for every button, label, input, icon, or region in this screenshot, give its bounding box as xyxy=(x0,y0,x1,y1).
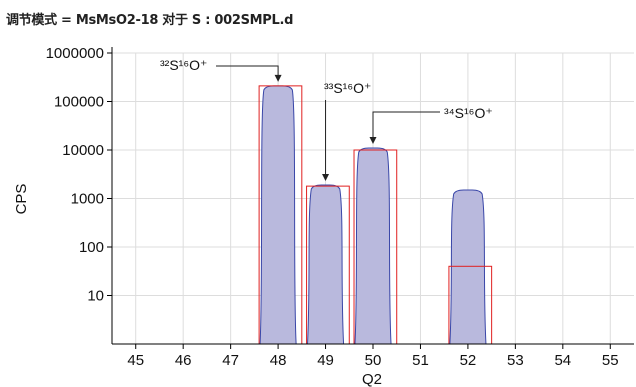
y-tick-label: 1000000 xyxy=(46,45,104,62)
annotations: ³²S¹⁶O⁺ ³³S¹⁶O⁺ ³⁴S¹⁶O⁺ xyxy=(160,57,493,181)
annotation-label: ³³S¹⁶O⁺ xyxy=(324,80,371,96)
x-tick-label: 50 xyxy=(365,352,382,369)
x-tick-label: 46 xyxy=(175,352,192,369)
peak-area xyxy=(306,184,345,345)
y-tick-label: 10 xyxy=(87,288,104,305)
annotation-arrowhead xyxy=(322,173,330,181)
y-tick-label: 100 xyxy=(79,239,104,256)
x-axis-label: Q2 xyxy=(362,371,382,387)
x-tick-label: 55 xyxy=(602,352,619,369)
peak-area xyxy=(354,147,392,345)
y-tick-label: 10000 xyxy=(62,142,104,159)
annotation-leader xyxy=(216,65,279,76)
x-tick-labels: 45 46 47 48 49 50 51 52 53 54 55 xyxy=(127,344,619,369)
x-tick-label: 48 xyxy=(270,352,287,369)
peak-area xyxy=(449,189,487,345)
x-tick-label: 52 xyxy=(460,352,477,369)
annotation-label: ³⁴S¹⁶O⁺ xyxy=(444,105,493,121)
y-tick-label: 100000 xyxy=(54,94,104,111)
y-tick-labels: 10 100 1000 10000 100000 1000000 xyxy=(46,45,112,305)
annotation-label: ³²S¹⁶O⁺ xyxy=(160,57,207,73)
x-tick-label: 54 xyxy=(554,352,571,369)
peak-area xyxy=(259,85,297,345)
y-axis-label: CPS xyxy=(13,184,30,215)
chart-title: 调节模式 = MsMsO2-18 对于 S : 002SMPL.d xyxy=(6,13,294,28)
annotation-arrowhead xyxy=(369,136,377,144)
x-tick-label: 53 xyxy=(507,352,524,369)
y-tick-label: 1000 xyxy=(71,191,104,208)
x-tick-label: 49 xyxy=(317,352,334,369)
annotation-leader xyxy=(372,111,440,138)
peak-areas xyxy=(259,85,487,345)
x-tick-label: 51 xyxy=(412,352,429,369)
x-tick-label: 45 xyxy=(127,352,144,369)
x-tick-label: 47 xyxy=(222,352,239,369)
annotation-arrowhead xyxy=(274,74,282,82)
